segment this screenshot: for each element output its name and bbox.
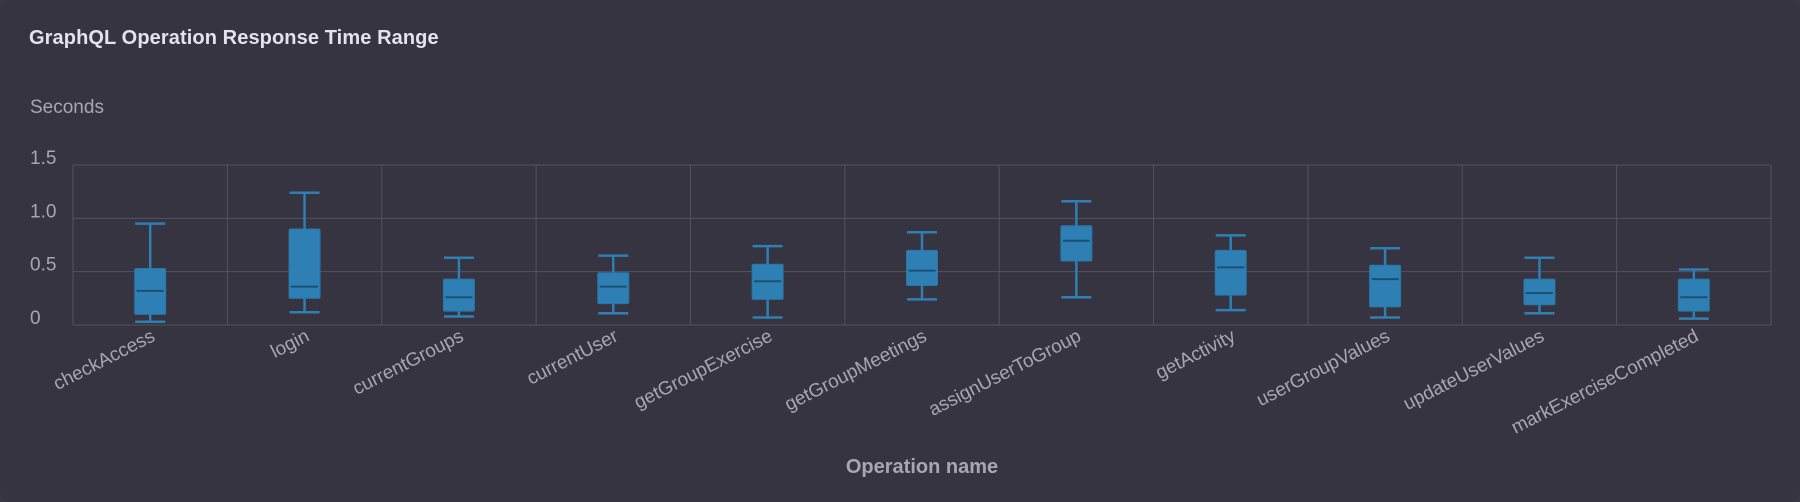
box-iqr [288, 228, 321, 299]
y-tick-label: 0.5 [30, 255, 56, 276]
x-tick-label: getActivity [1152, 326, 1239, 384]
x-tick-label: getGroupMeetings [781, 326, 930, 416]
y-tick-label: 1.0 [30, 201, 56, 222]
box-assignUserToGroup[interactable] [1060, 200, 1093, 299]
x-tick-label: login [268, 326, 313, 363]
box-currentGroups[interactable] [442, 256, 475, 318]
x-tick-label: currentGroups [349, 326, 467, 400]
box-checkAccess[interactable] [134, 222, 167, 324]
box-iqr [442, 278, 475, 312]
box-iqr [1060, 225, 1093, 262]
y-axis-label: Seconds [30, 97, 104, 118]
x-tick-label: assignUserToGroup [925, 326, 1084, 421]
box-getActivity[interactable] [1214, 234, 1247, 312]
box-getGroupMeetings[interactable] [906, 230, 938, 301]
y-tick-label: 1.5 [30, 148, 56, 169]
chart-title: GraphQL Operation Response Time Range [29, 27, 439, 49]
box-iqr [1677, 278, 1710, 312]
x-axis-label: Operation name [846, 456, 998, 478]
box-iqr [1523, 278, 1556, 306]
box-updateUserValues[interactable] [1523, 256, 1556, 315]
box-currentUser[interactable] [597, 254, 630, 315]
x-tick-label: getGroupExercise [631, 326, 776, 414]
x-tick-label: currentUser [524, 325, 623, 389]
box-iqr [1214, 249, 1247, 296]
box-iqr [906, 249, 938, 287]
x-tick-label: checkAccess [50, 326, 158, 395]
box-getGroupExercise[interactable] [751, 244, 784, 319]
y-tick-label: 0 [30, 308, 41, 329]
box-markExerciseCompleted[interactable] [1677, 268, 1710, 320]
box-userGroupValues[interactable] [1369, 246, 1402, 319]
box-iqr [597, 272, 630, 305]
box-iqr [1369, 264, 1402, 308]
x-tick-label: updateUserValues [1400, 326, 1548, 415]
box-login[interactable] [288, 191, 321, 314]
x-tick-label: userGroupValues [1253, 326, 1393, 411]
